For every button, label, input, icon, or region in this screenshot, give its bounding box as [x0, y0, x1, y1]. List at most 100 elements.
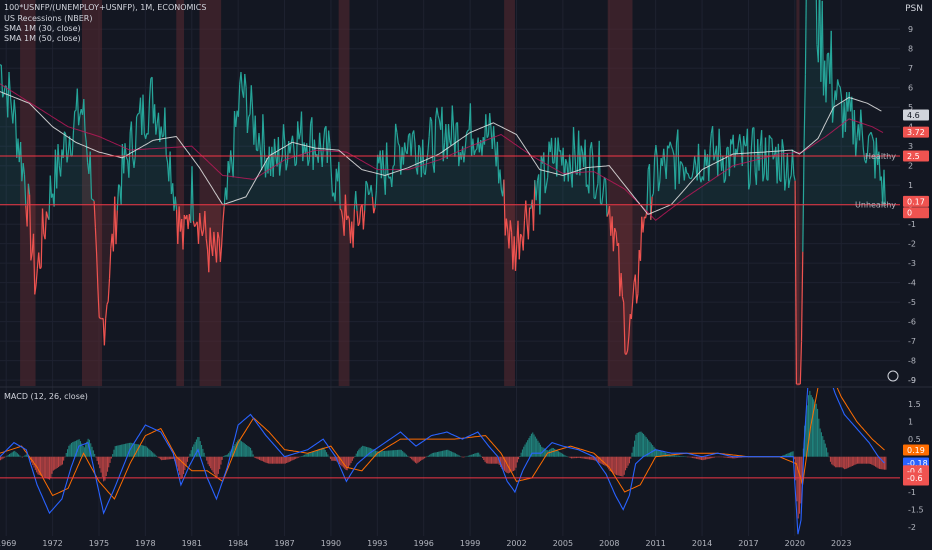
histogram-bar	[884, 456, 886, 470]
histogram-bar	[826, 447, 828, 457]
histogram-bar	[364, 446, 366, 457]
histogram-bar	[835, 456, 837, 468]
data-segment	[235, 110, 238, 127]
histogram-bar	[462, 456, 464, 458]
histogram-bar	[213, 456, 215, 475]
histogram-bar	[679, 455, 681, 457]
data-segment	[107, 278, 111, 302]
legend-macd[interactable]: MACD (12, 26, close)	[4, 392, 88, 401]
histogram-bar	[603, 456, 605, 465]
data-segment	[612, 227, 616, 252]
histogram-bar	[663, 452, 665, 457]
data-segment	[602, 177, 605, 193]
legend-sma50[interactable]: SMA 1M (50, close)	[4, 34, 81, 43]
histogram-bar	[212, 456, 214, 473]
data-segment	[91, 198, 94, 201]
data-segment	[393, 123, 397, 166]
histogram-bar	[864, 456, 866, 464]
data-segment	[133, 155, 136, 168]
histogram-bar	[466, 456, 468, 457]
data-segment	[789, 175, 792, 180]
histogram-bar	[616, 456, 618, 476]
histogram-bar	[471, 454, 473, 457]
histogram-bar	[643, 433, 645, 457]
histogram-bar	[697, 456, 699, 460]
data-segment	[230, 150, 233, 165]
histogram-bar	[645, 437, 647, 457]
data-segment	[817, 0, 820, 63]
histogram-bar	[822, 436, 824, 457]
histogram-bar	[0, 456, 2, 461]
histogram-bar	[636, 433, 638, 457]
histogram-bar	[235, 442, 237, 457]
data-segment	[527, 207, 531, 240]
histogram-bar	[270, 456, 272, 464]
histogram-bar	[820, 432, 822, 457]
histogram-bar	[25, 454, 27, 457]
symbol-badge[interactable]: PSN	[905, 4, 923, 14]
data-segment	[794, 180, 798, 385]
histogram-bar	[127, 443, 129, 457]
legend-sma30[interactable]: SMA 1M (30, close)	[4, 24, 81, 33]
data-segment	[481, 137, 484, 156]
histogram-bar	[349, 456, 351, 466]
legend-recessions[interactable]: US Recessions (NBER)	[4, 14, 93, 23]
histogram-bar	[105, 456, 107, 477]
histogram-bar	[217, 456, 219, 474]
data-segment	[590, 142, 594, 157]
histogram-bar	[608, 456, 610, 470]
histogram-bar	[226, 454, 228, 457]
histogram-bar	[850, 456, 852, 467]
histogram-bar	[695, 456, 697, 459]
histogram-bar	[854, 456, 856, 465]
histogram-bar	[36, 456, 38, 473]
lightning-icon[interactable]	[887, 370, 899, 382]
histogram-bar	[412, 456, 414, 461]
data-segment	[428, 117, 431, 137]
histogram-bar	[443, 450, 445, 457]
histogram-bar	[427, 455, 429, 457]
histogram-bar	[474, 453, 476, 457]
histogram-bar	[496, 456, 498, 464]
data-segment	[322, 128, 326, 144]
histogram-bar	[547, 450, 549, 457]
histogram-bar	[104, 456, 106, 481]
data-segment	[736, 143, 739, 155]
histogram-bar	[569, 456, 571, 458]
histogram-bar	[815, 403, 817, 457]
histogram-bar	[207, 456, 209, 465]
histogram-bar	[641, 432, 643, 457]
histogram-bar	[438, 451, 440, 457]
data-segment	[97, 288, 100, 318]
histogram-bar	[730, 456, 732, 459]
data-segment	[39, 267, 42, 270]
histogram-bar	[222, 456, 224, 457]
histogram-bar	[494, 456, 496, 464]
histogram-bar	[159, 456, 161, 460]
histogram-bar	[284, 456, 286, 464]
histogram-bar	[164, 456, 166, 460]
macd-hline-tag: -0.6	[903, 472, 929, 484]
histogram-bar	[86, 441, 88, 457]
histogram-bar	[444, 450, 446, 457]
data-segment	[14, 114, 18, 158]
data-segment	[606, 213, 609, 217]
histogram-bar	[246, 445, 248, 457]
histogram-bar	[417, 456, 419, 463]
data-segment	[237, 84, 241, 117]
histogram-bar	[501, 456, 503, 469]
data-segment	[598, 140, 602, 204]
histogram-bar	[813, 399, 815, 457]
data-segment	[356, 210, 359, 226]
data-segment	[596, 183, 599, 190]
data-segment	[825, 54, 828, 103]
histogram-bar	[350, 456, 352, 464]
histogram-bar	[295, 456, 297, 459]
histogram-bar	[627, 456, 629, 466]
histogram-bar	[233, 445, 235, 457]
histogram-bar	[684, 456, 686, 457]
histogram-bar	[327, 454, 329, 457]
histogram-bar	[867, 456, 869, 464]
histogram-bar	[715, 456, 717, 458]
